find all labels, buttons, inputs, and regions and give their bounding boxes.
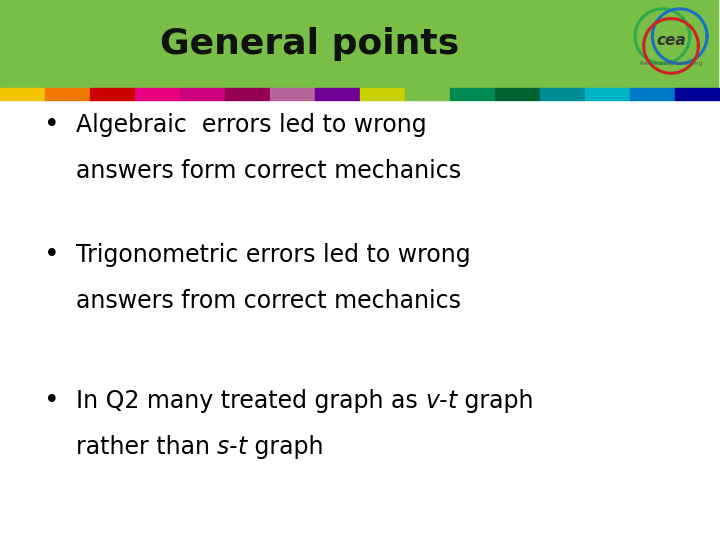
Text: •: • (44, 112, 60, 138)
Bar (0, 88, 45, 100)
Bar (0, 0, 720, 88)
Text: Algebraic  errors led to wrong: Algebraic errors led to wrong (76, 113, 426, 137)
Text: v: v (425, 389, 439, 413)
Text: t: t (238, 435, 247, 458)
Text: answers from correct mechanics: answers from correct mechanics (76, 289, 461, 313)
Bar (135, 88, 180, 100)
Bar (180, 88, 225, 100)
Bar (270, 88, 315, 100)
Text: •: • (44, 242, 60, 268)
Polygon shape (673, 0, 720, 145)
Text: graph: graph (456, 389, 533, 413)
Bar (585, 88, 630, 100)
Text: Trigonometric errors led to wrong: Trigonometric errors led to wrong (76, 243, 470, 267)
Bar (630, 88, 675, 100)
Bar (405, 88, 450, 100)
Bar (675, 88, 720, 100)
Bar (450, 88, 495, 100)
Bar (225, 88, 270, 100)
Text: graph: graph (247, 435, 323, 458)
Text: s: s (217, 435, 230, 458)
Text: -: - (439, 389, 447, 413)
Text: rather than: rather than (76, 435, 217, 458)
Text: -: - (230, 435, 238, 458)
Bar (360, 88, 405, 100)
Bar (315, 88, 360, 100)
Text: In Q2 many treated graph as: In Q2 many treated graph as (76, 389, 425, 413)
Text: General points: General points (160, 27, 459, 61)
Text: t: t (447, 389, 456, 413)
Text: Rewarding Learning: Rewarding Learning (640, 60, 702, 66)
Bar (540, 88, 585, 100)
Bar (495, 88, 540, 100)
Bar (90, 88, 135, 100)
Text: answers form correct mechanics: answers form correct mechanics (76, 159, 461, 183)
Bar (45, 88, 90, 100)
Text: cea: cea (656, 33, 686, 48)
Text: •: • (44, 388, 60, 414)
